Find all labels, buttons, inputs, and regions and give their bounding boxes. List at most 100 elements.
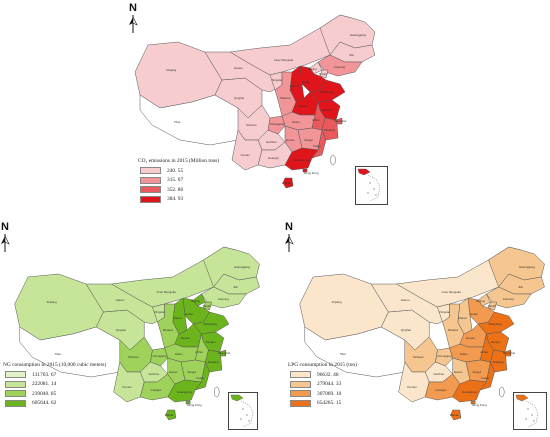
inset-island-dot [248,420,250,422]
province-label: Shanghai [502,351,516,355]
province-label: Shaanxi [162,328,174,332]
province-label: Zhejiang [324,128,336,132]
inset-dashed-boundary [367,174,381,202]
co2-map-panel: N CO₂ emissions in 2015 (Million tons) 2… [0,0,550,205]
province-label: Yunnan [121,385,132,389]
province-label: Fujian [313,144,321,148]
province-label: Qinghai [234,96,244,100]
province-label: Hainan [449,413,459,417]
legend-label: 384. 93 [167,196,184,203]
legend-swatch [290,390,311,398]
legend-row: 239040. 85 [3,390,106,398]
province-label: Beijing [308,67,317,71]
legend-label: 222081. 14 [32,381,57,388]
province-hong-kong [185,400,191,405]
province-label: Zhejiang [207,360,219,364]
province-label: Jiangsu [490,340,501,344]
province-label: Qinghai [115,328,126,332]
legend-title: CO₂ emissions in 2015 (Million tons) [138,158,220,164]
south-china-sea-inset [228,392,258,430]
south-china-sea-inset [513,392,547,430]
legend-row: 384. 93 [138,195,219,203]
province-label: Shaanxi [447,328,459,332]
province-label: Gansu [115,298,125,302]
inset-islands [230,394,254,428]
province-label: Beijing [191,299,200,303]
province-label: Guangdong [462,390,478,394]
legend-title: LPG consumption in 2015 (ton) [288,362,357,368]
legend-swatch [5,371,26,378]
legend-row: 654265. 15 [288,399,357,407]
inset-island-dot [242,408,244,410]
province-label: Liaoning [217,297,229,301]
inset-island-dot [525,418,527,420]
province-label: Anhui [312,118,320,122]
province-guangdong [452,379,487,403]
province-label: Ningxia [439,310,450,314]
province-label: Guangxi [150,388,162,392]
province-hainan [450,409,462,421]
inset-coast [230,394,244,402]
province-taiwan [498,386,505,398]
legend-swatch [290,380,311,388]
province-label: Chongqing [437,354,452,358]
legend-row: 222081. 14 [3,380,106,388]
co2-legend: CO₂ emissions in 2015 (Million tons) 240… [138,158,219,205]
province-label: Henan [181,336,190,340]
province-label: Tianjin [202,304,211,308]
province-label: Yunnan [406,385,417,389]
legend-swatch [5,390,26,398]
inset-island-dot [375,194,377,196]
legend-label: 352. 86 [167,186,184,193]
province-label: Shaanxi [280,96,291,100]
province-label: Yunnan [240,153,250,157]
province-label: Anhui [480,350,488,354]
province-label: Jiangsu [205,340,216,344]
province-taiwan [330,154,336,166]
province-label: Guangdong [294,158,310,162]
province-label: Shanxi [172,316,182,320]
province-label: Zhejiang [492,360,504,364]
province-tianjin [203,301,212,311]
legend-row: 279044. 33 [288,380,357,388]
province-tianjin [488,301,497,311]
lpg-legend: LPG consumption in 2015 (ton) 96632. 48 … [288,362,357,409]
inset-dashed-boundary [240,400,254,428]
province-label: Inner Mongolia [156,290,176,294]
legend-label: 315. 07 [167,177,184,184]
province-label: Ningxia [154,310,165,314]
province-label: Heilongjiang [234,265,251,269]
legend-row: 605644. 62 [3,399,106,407]
province-fujian [194,361,210,391]
province-label: Hebei [185,312,193,316]
province-label: Chongqing [270,122,284,126]
province-label: Inner Mongolia [441,290,461,294]
legend-swatch [140,195,161,203]
south-china-sea-inset [355,166,388,205]
province-label: Hubei [174,352,183,356]
inset-coast [357,168,371,176]
province-label: Guangxi [268,156,279,160]
province-label: Anhui [195,350,203,354]
province-tianjin [319,69,329,79]
province-label: Jiangsu [322,108,332,112]
province-label: Jilin [518,285,524,289]
province-label: Hunan [168,370,178,374]
province-label: Hunan [453,370,463,374]
province-label: Hunan [286,138,295,142]
province-label: Sichuan [413,355,424,359]
province-label: Heilongjiang [350,33,366,37]
north-arrow-shape [285,234,294,252]
province-label: Sichuan [246,123,257,127]
province-fujian [311,129,327,159]
inset-island-dot [240,418,242,420]
inset-coast [515,394,529,402]
legend-swatch [5,399,26,407]
legend-swatch [290,371,311,378]
province-label: Shandong [320,90,334,94]
legend-label: 279044. 33 [317,381,342,388]
north-arrow-icon: N [0,222,18,252]
